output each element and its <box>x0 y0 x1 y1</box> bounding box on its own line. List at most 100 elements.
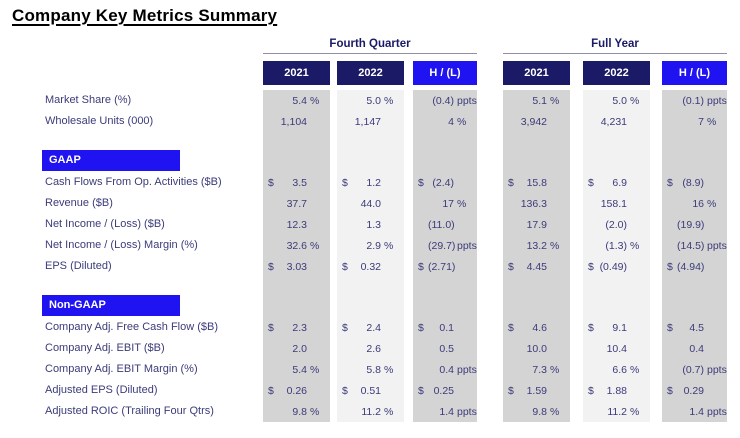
cell-fy-2022: 11.2% <box>583 401 650 422</box>
cell-value: 5.4 <box>292 363 307 376</box>
cell-value: 10.0 <box>526 342 547 355</box>
cell-fy-high-low: 0.4 <box>662 338 727 359</box>
cell-value: 7.3 <box>532 363 547 376</box>
cell-unit-suffix: ppts <box>707 239 727 252</box>
row-label: Company Adj. EBIT Margin (%) <box>45 363 198 375</box>
cell-value: 16 <box>692 197 704 210</box>
cell-value: 7 <box>698 115 704 128</box>
cell-currency-prefix: $ <box>268 384 274 397</box>
cell-value: 4.5 <box>689 321 704 334</box>
table-row: Company Adj. Free Cash Flow ($B) $2.3 $2… <box>0 317 740 338</box>
cell-fy-2022: $1.88 <box>583 380 650 401</box>
row-label: Market Share (%) <box>45 94 132 106</box>
group-header-row: Fourth Quarter Full Year <box>0 37 740 54</box>
cell-fy-2022: $6.9 <box>583 172 650 193</box>
row-label: Adjusted EPS (Diluted) <box>45 384 158 396</box>
cell-q4-2022: 2.9% <box>337 235 404 256</box>
cell-value: 17 <box>442 197 454 210</box>
section-header-row: Non-GAAP <box>0 295 740 317</box>
cell-value: (1.3) <box>605 239 627 252</box>
cell-fy-2021: 13.2% <box>503 235 570 256</box>
cell-fy-2021: $1.59 <box>503 380 570 401</box>
table-row: Adjusted EPS (Diluted) $0.26 $0.51 $0.25… <box>0 380 740 401</box>
cell-currency-prefix: $ <box>342 384 348 397</box>
cell-fy-high-low: $ (8.9) <box>662 172 727 193</box>
cell-value: 6.6 <box>612 363 627 376</box>
cell-fy-2021: 5.1% <box>503 90 570 111</box>
cell-value: 0.29 <box>683 384 704 397</box>
cell-value: 2.6 <box>366 342 381 355</box>
cell-unit-suffix: % <box>630 94 640 107</box>
section-spacer-row <box>0 132 740 150</box>
cell-currency-prefix: $ <box>588 176 594 189</box>
group-header-spacer <box>0 37 263 54</box>
cell-fy-2021: 7.3% <box>503 359 570 380</box>
cell-value: 6.9 <box>612 176 627 189</box>
cell-value: (14.5) <box>677 239 705 252</box>
table-row: Adjusted ROIC (Trailing Four Qtrs) 9.8% … <box>0 401 740 422</box>
cell-fy-2021: 17.9 <box>503 214 570 235</box>
row-label: Cash Flows From Op. Activities ($B) <box>45 176 222 188</box>
cell-fy-2021: 9.8% <box>503 401 570 422</box>
cell-unit-suffix: ppts <box>707 363 727 376</box>
cell-fy-2021: $15.8 <box>503 172 570 193</box>
cell-fy-high-low: 16% <box>662 193 727 214</box>
cell-value: 3.03 <box>286 260 307 273</box>
cell-q4-high-low: 17% <box>413 193 477 214</box>
cell-value: 10.4 <box>606 342 627 355</box>
cell-q4-2022: 5.8% <box>337 359 404 380</box>
cell-fy-2022: 5.0% <box>583 90 650 111</box>
cell-currency-prefix: $ <box>508 321 514 334</box>
cell-unit-suffix: % <box>630 405 640 418</box>
cell-q4-high-low: $ (2.71) <box>413 256 477 277</box>
cell-currency-prefix: $ <box>418 321 424 334</box>
cell-fy-2021: 136.3 <box>503 193 570 214</box>
cell-value: (4.94) <box>677 260 705 273</box>
cell-value: 9.1 <box>612 321 627 334</box>
cell-currency-prefix: $ <box>268 260 274 273</box>
cell-value: 17.9 <box>526 218 547 231</box>
cell-currency-prefix: $ <box>588 321 594 334</box>
cell-unit-suffix: % <box>630 239 640 252</box>
cell-q4-2021: 5.4% <box>263 90 330 111</box>
cell-unit-suffix: ppts <box>457 239 477 252</box>
column-header-row: 2021 2022 H / (L) 2021 2022 H / (L) <box>0 61 740 85</box>
cell-value: 15.8 <box>526 176 547 189</box>
cell-unit-suffix: % <box>310 405 320 418</box>
cell-value: 11.2 <box>607 405 627 418</box>
cell-value: 5.8 <box>366 363 381 376</box>
cell-currency-prefix: $ <box>588 260 594 273</box>
cell-currency-prefix: $ <box>508 384 514 397</box>
cell-value: 5.0 <box>612 94 627 107</box>
cell-value: 0.32 <box>360 260 381 273</box>
cell-unit-suffix: % <box>384 363 394 376</box>
cell-value: 0.26 <box>286 384 307 397</box>
cell-fy-2021: 3,942 <box>503 111 570 132</box>
cell-value: (11.0) <box>428 218 455 231</box>
table-body: Market Share (%) 5.4% 5.0% (0.4) ppts 5.1… <box>0 90 740 422</box>
table-row: Market Share (%) 5.4% 5.0% (0.4) ppts 5.1… <box>0 90 740 111</box>
group-header-full-year: Full Year <box>503 37 727 54</box>
cell-unit-suffix: ppts <box>457 363 477 376</box>
cell-q4-2022: 11.2% <box>337 401 404 422</box>
cell-value: 5.1 <box>532 94 547 107</box>
cell-fy-2021: $4.45 <box>503 256 570 277</box>
cell-currency-prefix: $ <box>418 384 424 397</box>
cell-q4-high-low: (11.0) <box>413 214 477 235</box>
cell-q4-2022: 5.0% <box>337 90 404 111</box>
cell-fy-2021: 10.0 <box>503 338 570 359</box>
section-header: Non-GAAP <box>42 295 180 316</box>
cell-value: 4 <box>448 115 454 128</box>
cell-value: 11.2 <box>361 405 381 418</box>
cell-value: (2.71) <box>428 260 456 273</box>
cell-value: 32.6 <box>286 239 307 252</box>
cell-q4-2022: $1.2 <box>337 172 404 193</box>
cell-q4-2021: 5.4% <box>263 359 330 380</box>
page-title: Company Key Metrics Summary <box>12 6 278 25</box>
table-row: Cash Flows From Op. Activities ($B) $3.5… <box>0 172 740 193</box>
cell-currency-prefix: $ <box>667 176 673 189</box>
cell-q4-high-low: 1.4 ppts <box>413 401 477 422</box>
cell-currency-prefix: $ <box>588 384 594 397</box>
cell-value: 0.25 <box>433 384 454 397</box>
cell-unit-suffix: % <box>457 115 467 128</box>
